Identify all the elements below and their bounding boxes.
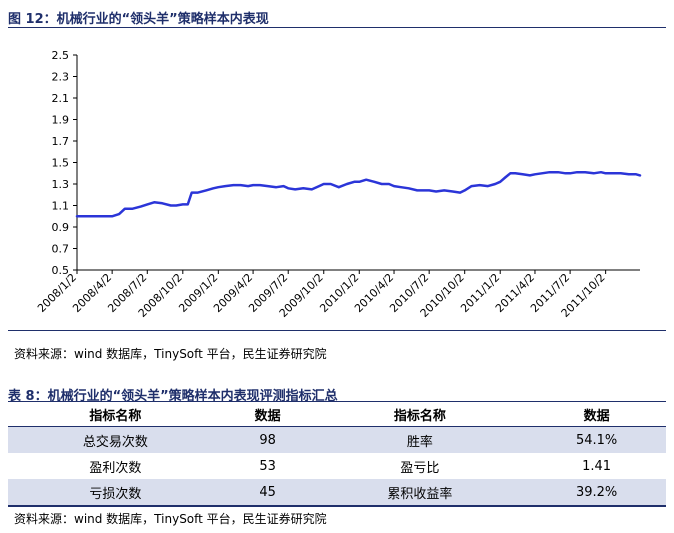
table-cell: 98 bbox=[222, 426, 313, 453]
table-cell: 39.2% bbox=[527, 479, 666, 506]
table-cell: 胜率 bbox=[312, 426, 528, 453]
y-tick-label: 2.3 bbox=[52, 71, 70, 84]
table-row: 盈利次数 53 盈亏比 1.41 bbox=[8, 453, 666, 479]
table-caption: 表 8：机械行业的“领头羊”策略样本内表现评测指标汇总 bbox=[8, 389, 338, 404]
y-tick-label: 1.7 bbox=[52, 135, 70, 148]
table-cell: 盈利次数 bbox=[89, 460, 142, 476]
table-cell: 盈亏比 bbox=[400, 460, 440, 476]
caption-rule bbox=[8, 27, 666, 28]
table-row: 总交易次数 98 胜率 54.1% bbox=[8, 426, 666, 453]
y-tick-label: 0.9 bbox=[52, 221, 70, 234]
y-tick-label: 0.5 bbox=[52, 264, 70, 277]
table-header-row: 指标名称 数据 指标名称 数据 bbox=[8, 402, 666, 427]
y-tick-label: 1.1 bbox=[52, 200, 70, 213]
line-chart: 2.52.32.11.91.71.51.31.10.90.70.52008/1/… bbox=[35, 49, 642, 320]
table-source: 资料来源：wind 数据库，TinySoft 平台，民生证券研究院 bbox=[14, 512, 327, 526]
y-tick-label: 1.3 bbox=[52, 178, 70, 191]
y-tick-label: 1.9 bbox=[52, 114, 70, 127]
header-cell: 指标名称 bbox=[312, 402, 528, 427]
y-tick-label: 1.5 bbox=[52, 157, 70, 170]
figure-source: 资料来源：wind 数据库，TinySoft 平台，民生证券研究院 bbox=[14, 347, 327, 361]
table-cell: 53 bbox=[259, 458, 276, 474]
header-cell: 指标名称 bbox=[8, 402, 223, 427]
header-cell: 数据 bbox=[527, 402, 666, 427]
table-row: 亏损次数 45 累积收益率 39.2% bbox=[8, 479, 666, 506]
series-line bbox=[75, 170, 642, 218]
metrics-table: 指标名称 数据 指标名称 数据 总交易次数 98 胜率 54.1% 盈利次数 5… bbox=[8, 402, 666, 507]
y-tick-label: 0.7 bbox=[52, 243, 70, 256]
table-cell: 45 bbox=[222, 479, 313, 506]
table-cell: 累积收益率 bbox=[312, 479, 528, 506]
figure-caption: 图 12：机械行业的“领头羊”策略样本内表现 bbox=[8, 12, 269, 27]
chart-bottom-rule bbox=[8, 330, 666, 331]
y-tick-label: 2.1 bbox=[52, 92, 70, 105]
table-cell: 54.1% bbox=[527, 426, 666, 453]
table-cell: 总交易次数 bbox=[8, 426, 223, 453]
y-tick-label: 2.5 bbox=[52, 49, 70, 62]
table-cell: 亏损次数 bbox=[8, 479, 223, 506]
header-cell: 数据 bbox=[222, 402, 313, 427]
table-cell: 1.41 bbox=[582, 458, 612, 474]
